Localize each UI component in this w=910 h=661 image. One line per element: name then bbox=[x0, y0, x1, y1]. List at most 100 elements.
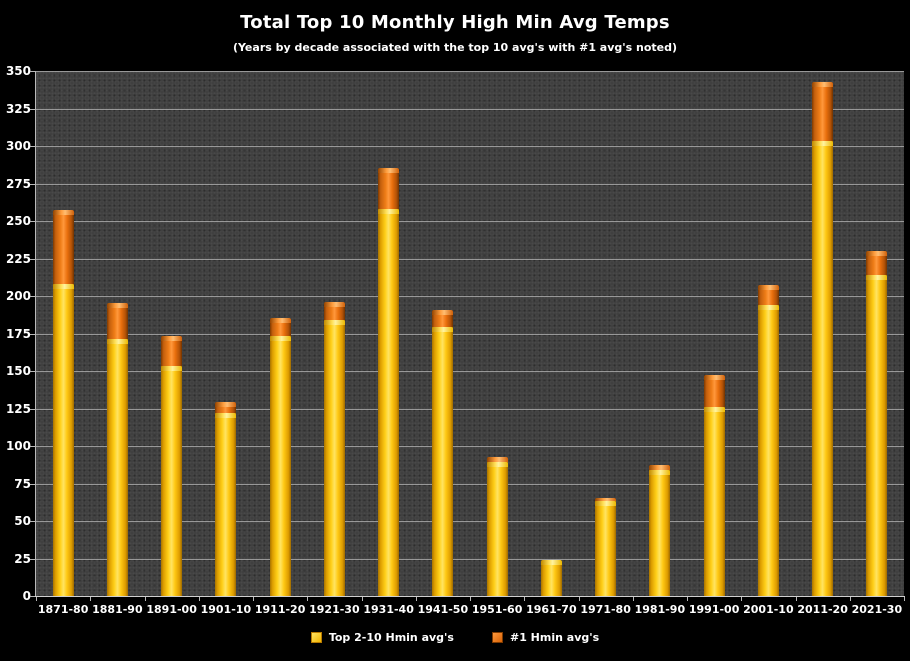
bar-group-2011-20 bbox=[812, 82, 834, 596]
bar-cap-yellow-icon bbox=[757, 305, 779, 310]
x-axis-tick bbox=[687, 597, 688, 601]
x-axis-tick bbox=[524, 597, 525, 601]
y-axis-tick bbox=[30, 221, 35, 222]
bar-group-1981-90 bbox=[649, 465, 671, 596]
y-axis-tick bbox=[30, 183, 35, 185]
x-axis-label-1971-80: 1971-80 bbox=[580, 603, 631, 616]
bar-cap-yellow-icon bbox=[52, 284, 74, 289]
x-axis-line bbox=[35, 596, 905, 597]
bar-cap-orange-icon bbox=[215, 402, 237, 407]
bar-cap-yellow-icon bbox=[323, 320, 345, 325]
gridline-175 bbox=[36, 333, 904, 335]
bar-group-1881-90 bbox=[106, 303, 128, 596]
bar-cap-orange-icon bbox=[595, 498, 617, 501]
bar-segment-top2-10-1931-40 bbox=[378, 209, 400, 596]
bar-cap-yellow-icon bbox=[866, 275, 888, 280]
x-axis-tick bbox=[850, 597, 851, 601]
bar-group-1941-50 bbox=[432, 310, 454, 596]
y-axis-label-150: 150 bbox=[5, 364, 31, 378]
bar-segment-top2-10-1911-20 bbox=[269, 336, 291, 596]
x-axis-label-2001-10: 2001-10 bbox=[743, 603, 794, 616]
gridline-200 bbox=[36, 296, 904, 297]
bar-cap-orange-icon bbox=[269, 318, 291, 323]
gridline-75 bbox=[36, 483, 904, 485]
x-axis-label-1951-60: 1951-60 bbox=[471, 603, 523, 616]
y-axis-tick bbox=[30, 371, 35, 372]
bar-cap-orange-icon bbox=[866, 251, 888, 256]
bar-segment-top2-10-1941-50 bbox=[432, 327, 454, 596]
bar-group-1991-00 bbox=[703, 375, 725, 596]
bar-segment-top2-10-1991-00 bbox=[703, 407, 725, 596]
bar-group-1911-20 bbox=[269, 318, 291, 596]
bar-group-1901-10 bbox=[215, 402, 237, 596]
bar-group-1921-30 bbox=[323, 302, 345, 596]
y-axis-label-125: 125 bbox=[5, 401, 31, 416]
y-axis-label-25: 25 bbox=[14, 551, 31, 566]
gridline-325 bbox=[36, 108, 904, 110]
y-axis-label-275: 275 bbox=[5, 176, 31, 191]
bar-group-1931-40 bbox=[378, 168, 400, 596]
bar-segment-no1-1921-30 bbox=[323, 302, 345, 320]
bar-segment-top2-10-1971-80 bbox=[595, 501, 617, 596]
bar-segment-no1-2011-20 bbox=[812, 82, 834, 141]
gridline-150 bbox=[36, 371, 904, 372]
bar-segment-top2-10-1981-90 bbox=[649, 470, 671, 596]
bar-cap-yellow-icon bbox=[649, 470, 671, 475]
x-axis-label-1931-40: 1931-40 bbox=[363, 603, 414, 616]
bar-segment-no1-1891-00 bbox=[161, 336, 183, 366]
bar-group-1951-60 bbox=[486, 457, 508, 596]
y-axis-tick bbox=[30, 596, 35, 597]
bar-cap-yellow-icon bbox=[269, 336, 291, 341]
x-axis-tick bbox=[90, 597, 91, 601]
y-axis-tick bbox=[30, 408, 35, 410]
bar-segment-no1-1931-40 bbox=[378, 168, 400, 209]
gridline-275 bbox=[36, 183, 904, 185]
bar-segment-top2-10-1961-70 bbox=[540, 560, 562, 596]
x-axis-tick bbox=[362, 597, 363, 601]
y-axis-tick bbox=[30, 483, 35, 485]
gridline-100 bbox=[36, 446, 904, 447]
y-axis-label-100: 100 bbox=[5, 439, 31, 453]
bar-segment-no1-2021-30 bbox=[866, 251, 888, 275]
x-axis-tick bbox=[145, 597, 146, 601]
chart-title: Total Top 10 Monthly High Min Avg Temps bbox=[240, 12, 670, 33]
bar-cap-orange-icon bbox=[649, 465, 671, 470]
x-axis-label-2011-20: 2011-20 bbox=[797, 603, 848, 616]
legend-label-no1: #1 Hmin avg's bbox=[509, 631, 600, 644]
x-axis-tick bbox=[253, 597, 254, 601]
bar-cap-yellow-icon bbox=[540, 560, 562, 565]
legend-item-top2-10: Top 2-10 Hmin avg's bbox=[310, 631, 454, 644]
bar-cap-orange-icon bbox=[757, 285, 779, 290]
bar-segment-no1-1971-80 bbox=[595, 498, 617, 501]
bar-cap-orange-icon bbox=[812, 82, 834, 87]
bar-segment-top2-10-2021-30 bbox=[866, 275, 888, 596]
x-axis-tick bbox=[470, 597, 471, 601]
y-axis-tick bbox=[30, 446, 35, 447]
y-axis-label-0: 0 bbox=[22, 589, 31, 603]
legend-label-top2-10: Top 2-10 Hmin avg's bbox=[328, 631, 454, 644]
bar-cap-orange-icon bbox=[486, 457, 508, 462]
y-axis-label-250: 250 bbox=[5, 214, 31, 228]
bar-group-1891-00 bbox=[161, 336, 183, 596]
x-axis-tick bbox=[36, 597, 37, 601]
bar-group-1971-80 bbox=[595, 498, 617, 596]
y-axis-tick bbox=[30, 108, 35, 110]
y-axis-tick bbox=[30, 296, 35, 297]
bar-cap-yellow-icon bbox=[486, 462, 508, 467]
bar-cap-orange-icon bbox=[161, 336, 183, 341]
bar-cap-yellow-icon bbox=[432, 327, 454, 332]
bar-cap-yellow-icon bbox=[703, 407, 725, 412]
gridline-225 bbox=[36, 258, 904, 260]
bar-group-2001-10 bbox=[757, 285, 779, 596]
bar-segment-top2-10-1881-90 bbox=[106, 339, 128, 596]
bar-cap-orange-icon bbox=[52, 210, 74, 215]
x-axis-label-1921-30: 1921-30 bbox=[309, 603, 360, 616]
x-axis-label-1901-10: 1901-10 bbox=[200, 603, 252, 616]
legend-swatch-yellow-icon bbox=[310, 632, 322, 643]
y-axis-label-175: 175 bbox=[5, 326, 31, 341]
y-axis-tick bbox=[30, 71, 35, 72]
bar-segment-no1-1881-90 bbox=[106, 303, 128, 339]
y-axis-line bbox=[35, 71, 36, 597]
y-axis-label-225: 225 bbox=[5, 251, 31, 266]
